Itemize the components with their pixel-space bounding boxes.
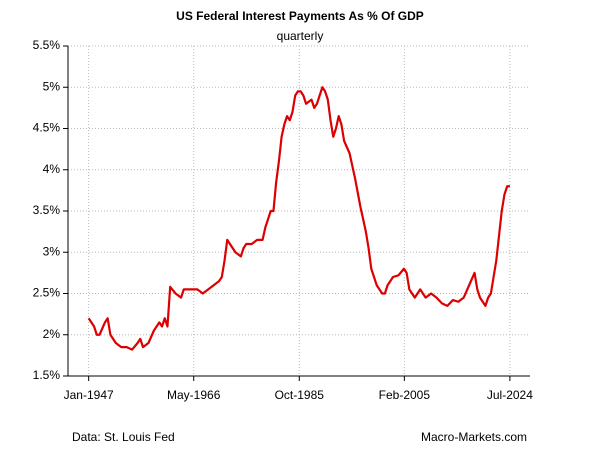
y-tick-label: 5% bbox=[43, 79, 61, 93]
chart-subtitle: quarterly bbox=[277, 29, 324, 43]
x-tick-label: Oct-1985 bbox=[275, 388, 325, 402]
y-tick-label: 4.5% bbox=[33, 121, 61, 135]
y-tick-label: 2.5% bbox=[33, 286, 61, 300]
y-tick-label: 2% bbox=[43, 327, 61, 341]
y-tick-label: 1.5% bbox=[33, 368, 61, 382]
y-tick-label: 5.5% bbox=[33, 38, 61, 52]
x-tick-label: Feb-2005 bbox=[379, 388, 431, 402]
x-tick-label: Jan-1947 bbox=[64, 388, 114, 402]
y-tick-label: 3.5% bbox=[33, 203, 61, 217]
y-tick-label: 4% bbox=[43, 162, 61, 176]
chart-title: US Federal Interest Payments As % Of GDP bbox=[176, 9, 424, 23]
source: Data: St. Louis Fed bbox=[72, 430, 175, 444]
x-tick-label: Jul-2024 bbox=[487, 388, 533, 402]
credit: Macro-Markets.com bbox=[421, 430, 527, 444]
y-tick-label: 3% bbox=[43, 244, 61, 258]
x-tick-label: May-1966 bbox=[167, 388, 221, 402]
data-line bbox=[87, 86, 510, 351]
